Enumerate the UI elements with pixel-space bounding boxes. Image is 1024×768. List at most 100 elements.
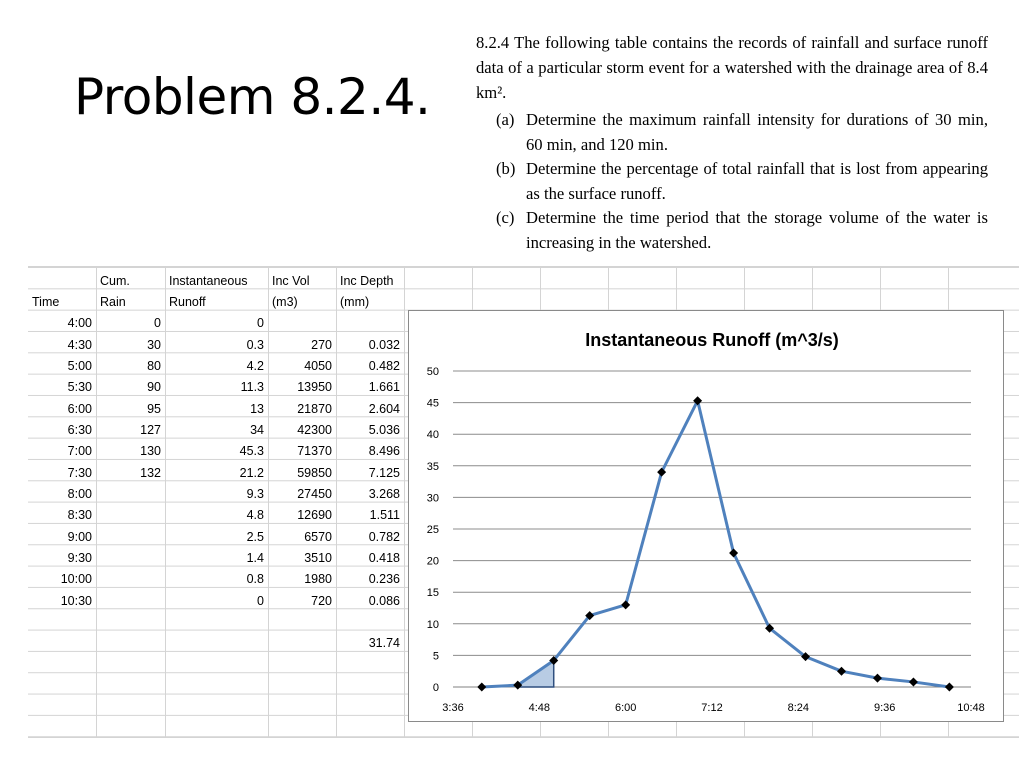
table-cell: 0.032 [368, 337, 400, 352]
header-cell: Rain [100, 295, 126, 309]
table-cell: 71370 [297, 444, 332, 459]
table-cell: 1.4 [246, 550, 264, 565]
part-label: (b) [496, 159, 516, 178]
table-cell: 0.482 [368, 358, 400, 373]
column-divider [165, 267, 166, 737]
table-row: 4:00 0 0 [28, 309, 404, 330]
table-cell: 3510 [304, 550, 332, 565]
table-cell: 7:30 [67, 465, 92, 480]
header-cell: (mm) [340, 295, 370, 309]
table-cell [96, 544, 165, 565]
part-text: Determine the percentage of total rainfa… [526, 159, 988, 203]
runoff-chart: Instantaneous Runoff (m^3/s) 0 5 10 15 20 25 30… [408, 310, 1004, 722]
y-tick-label: 5 [433, 650, 439, 662]
column-divider [96, 267, 97, 737]
table-cell: 0.782 [368, 529, 400, 544]
chart-title: Instantaneous Runoff (m^3/s) [585, 330, 839, 350]
problem-part-a: (a) Determine the maximum rainfall inten… [496, 107, 988, 157]
y-tick-label: 0 [433, 682, 439, 694]
table-cell: 9:00 [67, 529, 92, 544]
column-divider [336, 267, 337, 737]
table-cell: 13 [250, 401, 264, 416]
column-divider [404, 267, 405, 737]
data-point [585, 611, 595, 621]
table-cell: 11.3 [240, 380, 264, 395]
y-tick-label: 50 [427, 366, 439, 378]
data-point [801, 652, 811, 662]
header-cell [28, 267, 96, 288]
table-cell: 3.268 [368, 486, 400, 501]
table-cell: 13950 [297, 380, 332, 395]
table-cell: 5:00 [67, 358, 92, 373]
table-cell: 12690 [297, 508, 332, 523]
table-cell: 127 [140, 422, 161, 437]
table-cell: 30 [147, 337, 161, 352]
problem-parts: (a) Determine the maximum rainfall inten… [476, 107, 988, 255]
table-row: 7:00 130 45.3 71370 8.496 [28, 437, 404, 458]
table-cell: 4:30 [67, 337, 92, 352]
table-cell: 0.418 [368, 550, 400, 565]
table-cell: 1.661 [368, 380, 400, 395]
y-tick-label: 45 [427, 398, 439, 410]
table-cell [96, 480, 165, 501]
table-row: 8:00 9.3 27450 3.268 [28, 480, 404, 501]
part-text: Determine the time period that the stora… [526, 208, 988, 252]
table-cell: 1.511 [369, 508, 400, 523]
table-row: 9:00 2.5 6570 0.782 [28, 522, 404, 544]
table-row: 8:30 4.8 12690 1.511 [28, 501, 404, 522]
table-cell: 0.8 [246, 572, 264, 587]
table-row [28, 608, 404, 629]
header-cell: Inc Depth [340, 274, 394, 288]
table-row: 10:30 0 720 0.086 [28, 586, 404, 608]
table-cell: 5:30 [67, 380, 92, 395]
header-row: Time Rain Runoff (m3) (mm) [28, 288, 404, 309]
table-cell: 0 [257, 316, 264, 331]
header-cell: Time [32, 295, 60, 309]
table-row: 5:00 80 4.2 4050 0.482 [28, 352, 404, 373]
table-cell: 8.496 [368, 444, 400, 459]
table-cell [165, 608, 268, 629]
table-cell: 5.036 [368, 422, 400, 437]
header-row: Cum. Instantaneous Inc Vol Inc Depth [28, 267, 404, 288]
header-cell: Inc Vol [272, 274, 310, 288]
table-row: 6:00 95 13 21870 2.604 [28, 394, 404, 416]
table-cell [28, 629, 96, 650]
table-cell: 6570 [304, 529, 332, 544]
table-cell [336, 309, 404, 330]
table-cell: 21.2 [239, 465, 264, 480]
table-cell [96, 586, 165, 607]
data-point [549, 655, 559, 665]
part-label: (a) [496, 110, 515, 129]
table-cell [96, 565, 165, 586]
table-row: 9:30 1.4 3510 0.418 [28, 544, 404, 565]
table-cell: 8:00 [67, 486, 92, 501]
problem-part-c: (c) Determine the time period that the s… [496, 205, 988, 255]
table-cell: 0 [154, 316, 161, 331]
table-cell: 80 [147, 358, 161, 373]
y-tick-label: 40 [427, 429, 439, 441]
table-cell: 6:30 [67, 422, 92, 437]
runoff-table: Cum. Instantaneous Inc Vol Inc Depth Tim… [28, 267, 404, 650]
data-point [693, 396, 703, 406]
x-tick-label: 10:48 [957, 702, 985, 714]
series-line [481, 399, 950, 689]
header-cell: (m3) [272, 295, 298, 309]
data-point [513, 680, 523, 690]
part-text: Determine the maximum rainfall intensity… [526, 110, 988, 154]
table-cell: 9.3 [246, 486, 264, 501]
data-point [944, 682, 954, 692]
table-cell: 6:00 [67, 401, 92, 416]
table-row: 10:00 0.8 1980 0.236 [28, 565, 404, 586]
table-row: 7:30 132 21.2 59850 7.125 [28, 458, 404, 480]
table-cell: 132 [140, 465, 161, 480]
y-tick-label: 15 [427, 587, 439, 599]
data-point [837, 666, 846, 676]
table-cell: 4.8 [246, 508, 264, 523]
table-row: 5:30 90 11.3 13950 1.661 [28, 373, 404, 394]
table-cell: 45.3 [239, 444, 264, 459]
table-cell [268, 309, 336, 330]
data-point [621, 600, 631, 610]
table-cell: 0.086 [368, 593, 400, 608]
y-tick-label: 30 [427, 492, 439, 504]
table-cell: 90 [147, 380, 161, 395]
